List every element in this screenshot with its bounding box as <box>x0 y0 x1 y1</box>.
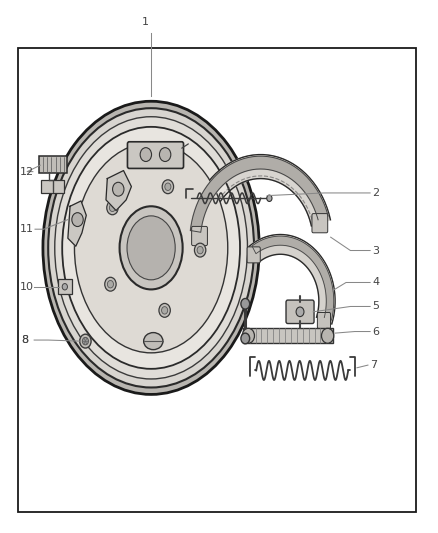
Text: 1: 1 <box>142 17 149 27</box>
FancyBboxPatch shape <box>247 247 260 263</box>
Circle shape <box>107 201 118 215</box>
Circle shape <box>82 337 88 345</box>
FancyBboxPatch shape <box>286 300 314 324</box>
Ellipse shape <box>55 117 247 379</box>
Circle shape <box>159 148 171 161</box>
Polygon shape <box>189 155 330 237</box>
Circle shape <box>241 333 250 344</box>
FancyBboxPatch shape <box>39 156 67 173</box>
Circle shape <box>80 334 91 348</box>
Circle shape <box>140 148 152 161</box>
Text: 10: 10 <box>20 282 34 292</box>
Text: 5: 5 <box>372 302 379 311</box>
Ellipse shape <box>144 333 163 350</box>
Circle shape <box>72 213 83 227</box>
Text: 8: 8 <box>21 335 28 345</box>
Circle shape <box>159 303 170 317</box>
FancyBboxPatch shape <box>41 180 64 193</box>
Text: 3: 3 <box>372 246 379 255</box>
Circle shape <box>241 298 250 309</box>
Circle shape <box>242 328 254 343</box>
Polygon shape <box>68 201 86 246</box>
Circle shape <box>296 307 304 317</box>
Circle shape <box>162 306 168 314</box>
Ellipse shape <box>43 101 259 394</box>
Polygon shape <box>252 236 334 320</box>
Circle shape <box>113 182 124 196</box>
Polygon shape <box>106 171 131 211</box>
Polygon shape <box>249 235 335 324</box>
Text: 7: 7 <box>370 360 377 370</box>
Text: 11: 11 <box>20 224 34 234</box>
Polygon shape <box>191 156 328 232</box>
Circle shape <box>62 284 67 290</box>
Ellipse shape <box>74 143 228 353</box>
Circle shape <box>321 328 334 343</box>
Circle shape <box>197 246 203 254</box>
Ellipse shape <box>127 216 175 280</box>
Circle shape <box>105 277 116 291</box>
Text: 4: 4 <box>372 278 379 287</box>
Text: 2: 2 <box>372 188 379 198</box>
FancyBboxPatch shape <box>318 312 331 328</box>
Circle shape <box>162 180 173 193</box>
Circle shape <box>110 204 116 212</box>
Circle shape <box>194 243 206 257</box>
FancyBboxPatch shape <box>312 214 328 233</box>
Ellipse shape <box>48 108 254 387</box>
FancyBboxPatch shape <box>243 328 333 343</box>
FancyBboxPatch shape <box>58 279 72 294</box>
Circle shape <box>107 280 113 288</box>
Text: 8: 8 <box>21 335 28 345</box>
Ellipse shape <box>62 127 240 369</box>
FancyBboxPatch shape <box>127 142 184 168</box>
Circle shape <box>267 195 272 201</box>
Text: 12: 12 <box>20 167 34 176</box>
Circle shape <box>165 183 171 190</box>
FancyBboxPatch shape <box>192 227 208 246</box>
Text: 6: 6 <box>372 327 379 336</box>
Ellipse shape <box>120 206 183 289</box>
